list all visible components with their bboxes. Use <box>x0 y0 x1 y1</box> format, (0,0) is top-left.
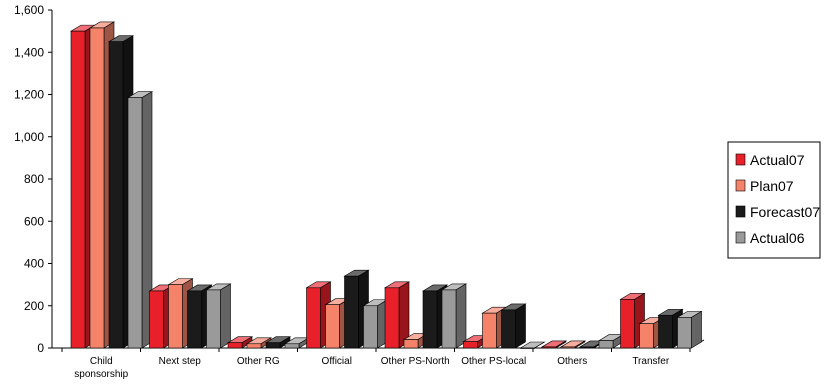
x-category-label: Other RG <box>237 356 280 367</box>
y-tick-label: 200 <box>24 299 44 313</box>
legend-swatch <box>735 179 746 192</box>
legend-swatch <box>735 231 746 244</box>
bar-actual06-3 <box>362 299 389 349</box>
bar-actual06-5 <box>519 341 546 349</box>
bar-actual06-7 <box>676 310 703 349</box>
x-category-label: Next step <box>159 356 202 367</box>
bar-series <box>69 21 703 349</box>
x-category-label: Other PS-local <box>461 356 526 367</box>
x-category-label: Other PS-North <box>381 356 450 367</box>
legend-label: Actual07 <box>750 152 805 168</box>
y-tick-label: 1,000 <box>14 130 44 144</box>
legend-swatch <box>735 205 746 218</box>
bar-actual07-7 <box>619 292 646 349</box>
bar-actual06-1 <box>205 283 232 349</box>
bar-plan07-6 <box>559 340 587 349</box>
bar-actual07-4 <box>383 281 411 349</box>
x-category-label: Child sponsorship <box>74 356 128 380</box>
y-tick-label: 600 <box>24 214 44 228</box>
legend: Actual07 Plan07 Forecast07 Actual06 <box>727 141 821 259</box>
bar-actual06-6 <box>597 334 625 349</box>
bar-actual07-6 <box>540 340 568 349</box>
bar-actual06-0 <box>126 91 154 349</box>
y-tick-label: 1,400 <box>14 45 44 59</box>
legend-label: Forecast07 <box>750 204 820 220</box>
category-labels: Child sponsorship Next step Other RG Officia… <box>74 356 670 380</box>
legend-label: Actual06 <box>750 230 805 246</box>
bar-forecast07-5 <box>500 303 527 349</box>
legend-swatch <box>735 153 746 166</box>
legend-label: Plan07 <box>750 178 794 194</box>
x-category-label: Transfer <box>632 356 670 367</box>
y-tick-label: 400 <box>24 257 44 271</box>
y-axis: 0 200 400 600 800 1,000 1,200 1,400 1,600 <box>14 3 53 355</box>
bar-forecast07-2 <box>264 336 292 349</box>
y-tick-label: 1,600 <box>14 3 44 17</box>
x-category-label: Official <box>322 356 352 367</box>
x-category-label: Others <box>557 356 587 367</box>
y-tick-label: 0 <box>37 341 44 355</box>
bar-actual06-4 <box>440 283 468 349</box>
y-tick-label: 800 <box>24 172 44 186</box>
y-tick-label: 1,200 <box>14 88 44 102</box>
